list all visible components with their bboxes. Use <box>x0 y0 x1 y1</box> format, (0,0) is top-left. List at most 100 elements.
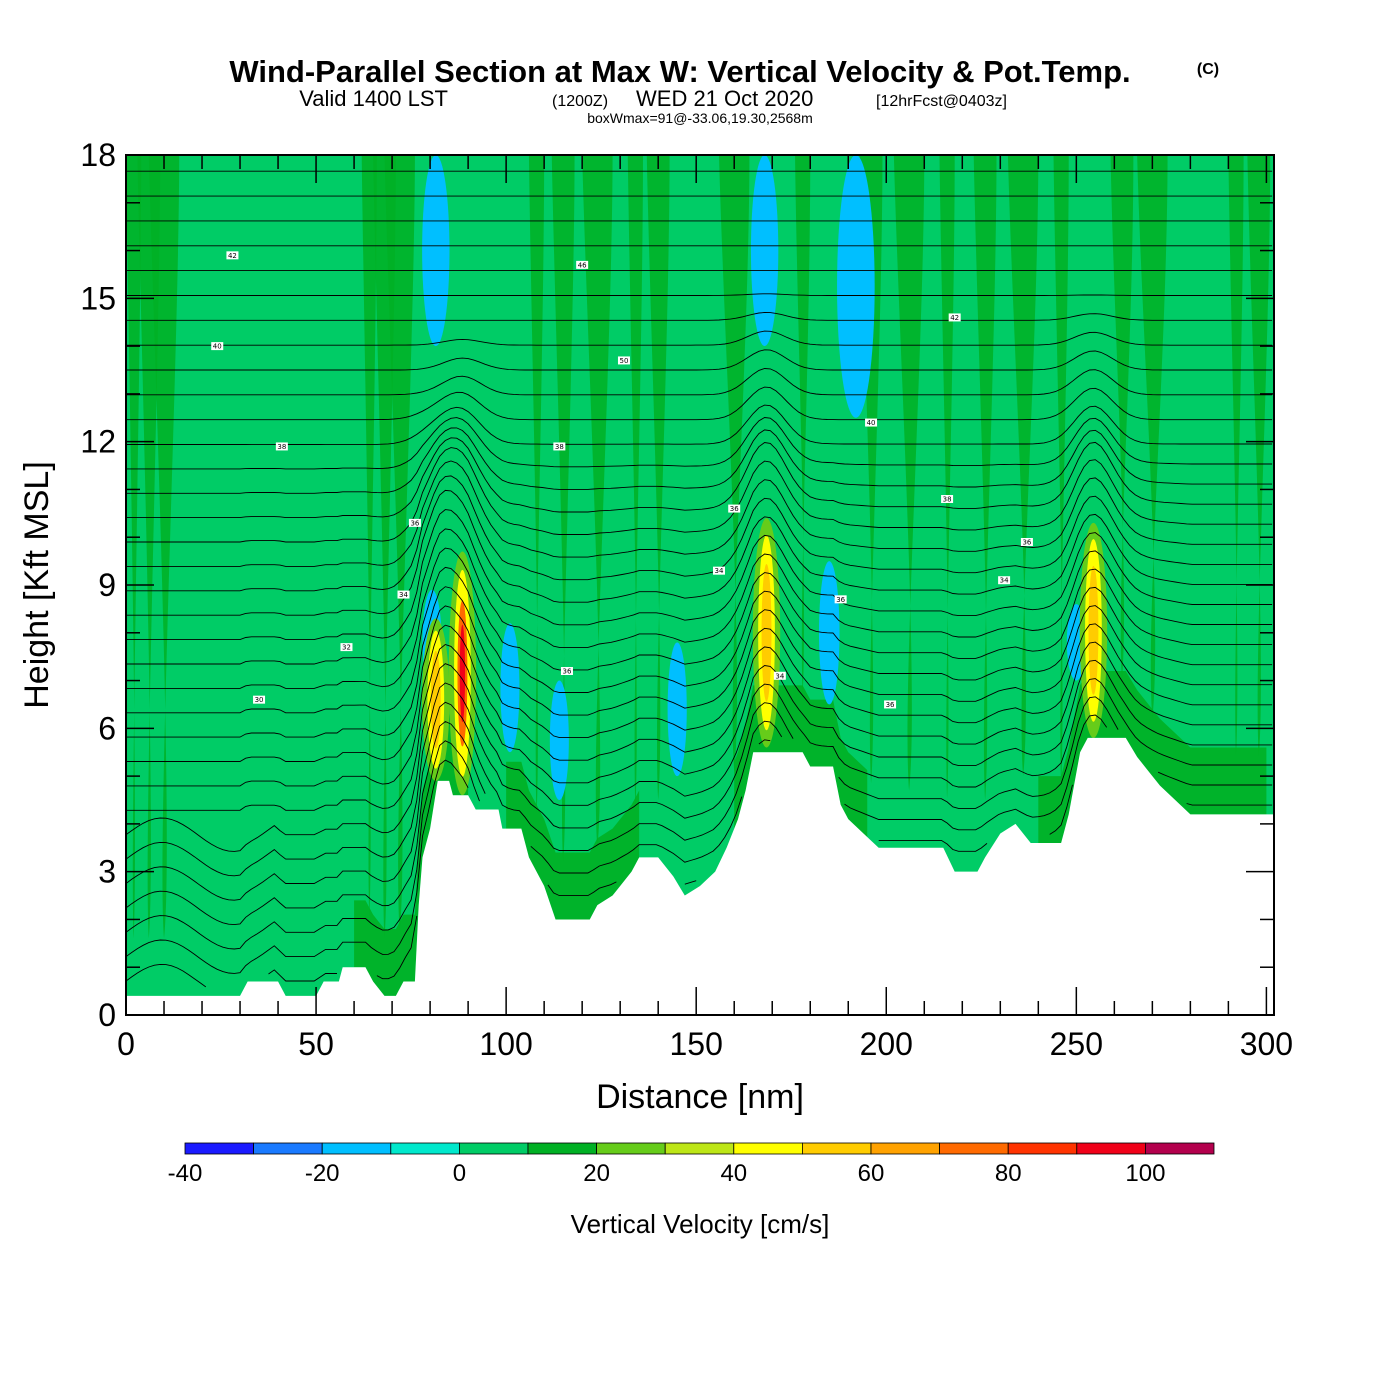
subtitle-forecast: [12hrFcst@0403z] <box>876 93 1007 110</box>
theta-contour <box>126 312 1273 321</box>
contour-label: 36 <box>560 667 573 676</box>
colorbar-swatch <box>321 1142 392 1155</box>
contour-label-box <box>713 566 726 575</box>
theta-contour <box>126 605 1273 762</box>
contour-label: 30 <box>253 695 266 704</box>
downdraft-core <box>549 680 569 800</box>
weak-updraft-streak <box>795 155 811 695</box>
contour-label-text: 36 <box>886 701 895 709</box>
theta-contour <box>126 915 418 988</box>
contour-label: 34 <box>998 576 1011 585</box>
subtitle-valid: Valid 1400 LST <box>299 86 448 111</box>
weak-updraft-streak <box>1053 155 1069 786</box>
theta-contour <box>126 404 1273 445</box>
x-axis-label: Distance [nm] <box>596 1078 804 1116</box>
weak-updraft-streak <box>137 155 161 939</box>
weak-updraft-streak <box>646 155 670 800</box>
y-axis-label: Height [Kft MSL] <box>18 461 56 709</box>
theta-contours <box>126 170 1273 988</box>
theta-contour <box>126 460 1273 567</box>
contour-label-box <box>340 643 353 652</box>
colorbar-label: 40 <box>720 1160 747 1187</box>
contour-label: 38 <box>941 495 954 504</box>
subtitle-utc: (1200Z) <box>552 93 608 110</box>
x-tick-label: 50 <box>298 1026 334 1062</box>
theta-contour <box>126 547 1273 689</box>
contour-label-text: 38 <box>943 496 952 504</box>
contour-label-text: 36 <box>1022 539 1031 547</box>
colorbar-swatch <box>939 1142 1009 1155</box>
contour-label-box <box>865 418 878 427</box>
weak-updraft-streak <box>1007 155 1039 777</box>
colorbar-label: 80 <box>995 1160 1022 1187</box>
weak-updraft-streak <box>1247 155 1271 757</box>
weak-updraft-streak <box>373 155 396 939</box>
weak-updraft-streak <box>719 155 750 772</box>
weak-updraft-streak <box>126 155 142 939</box>
contour-label: 42 <box>226 251 239 260</box>
colorbar-swatch <box>390 1142 460 1155</box>
contour-label: 36 <box>884 700 897 709</box>
subtitle-boxwmax: boxWmax=91@-33.06,19.30,2568m <box>587 110 813 126</box>
theta-contour <box>126 417 1273 470</box>
x-tick-label: 100 <box>479 1026 532 1062</box>
contour-label-text: 36 <box>836 596 845 604</box>
streak-layer <box>126 155 1271 996</box>
contour-label-text: 42 <box>950 314 959 322</box>
contour-label-text: 36 <box>562 668 571 676</box>
x-tick-label: 250 <box>1050 1026 1103 1062</box>
theta-contour <box>126 386 1273 421</box>
weak-updraft-streak <box>627 155 643 808</box>
theta-contour <box>126 682 1273 877</box>
contour-label-text: 36 <box>730 505 739 513</box>
theta-contour <box>126 475 1273 592</box>
colorbar-swatch <box>802 1142 872 1155</box>
colorbar-swatch <box>527 1142 597 1155</box>
y-tick-label: 3 <box>98 854 116 890</box>
contour-label-box <box>253 695 266 704</box>
theta-contour <box>126 740 697 950</box>
contour-label-text: 40 <box>213 343 222 351</box>
contour-label-box <box>617 356 630 365</box>
contour-label: 36 <box>408 518 421 527</box>
contour-label-box <box>728 504 741 513</box>
theta-contour <box>126 663 1273 852</box>
theta-contour <box>126 759 469 974</box>
theta-contour <box>126 349 1273 371</box>
theta-contour <box>126 293 1273 296</box>
colorbar-swatch <box>1145 1142 1215 1155</box>
contour-label-text: 34 <box>775 672 784 680</box>
y-tick-label: 15 <box>80 280 116 316</box>
y-tick-label: 9 <box>98 567 116 603</box>
contour-label-text: 38 <box>277 443 286 451</box>
downdraft-core <box>667 642 687 777</box>
contour-label-text: 38 <box>555 443 564 451</box>
y-tick-label: 6 <box>98 710 116 746</box>
contour-label: 36 <box>834 595 847 604</box>
colorbar-swatch <box>733 1142 803 1155</box>
downdraft-core <box>837 155 875 418</box>
colorbar-swatch <box>184 1142 254 1155</box>
contour-label-text: 46 <box>578 261 587 269</box>
contour-label-box <box>773 671 786 680</box>
weak-updraft-streak <box>528 155 545 815</box>
contour-label: 34 <box>713 566 726 575</box>
x-tick-label: 200 <box>860 1026 913 1062</box>
downdraft-core <box>422 155 450 347</box>
subtitle-date: WED 21 Oct 2020 <box>636 86 813 111</box>
contour-label-text: 34 <box>1000 577 1009 585</box>
contour-label-box <box>941 495 954 503</box>
colorbar-swatch <box>870 1142 940 1155</box>
colorbar-label: -40 <box>168 1160 203 1187</box>
contour-label: 36 <box>1020 538 1033 547</box>
contour-label-box <box>834 595 847 604</box>
theta-contour <box>126 701 1273 901</box>
contour-label-box <box>560 667 573 675</box>
x-tick-label: 150 <box>670 1026 723 1062</box>
weak-updraft-streak <box>148 155 180 939</box>
colorbar-swatch <box>596 1142 666 1155</box>
contour-label-box <box>226 251 239 260</box>
weak-updraft-streak <box>973 155 997 800</box>
